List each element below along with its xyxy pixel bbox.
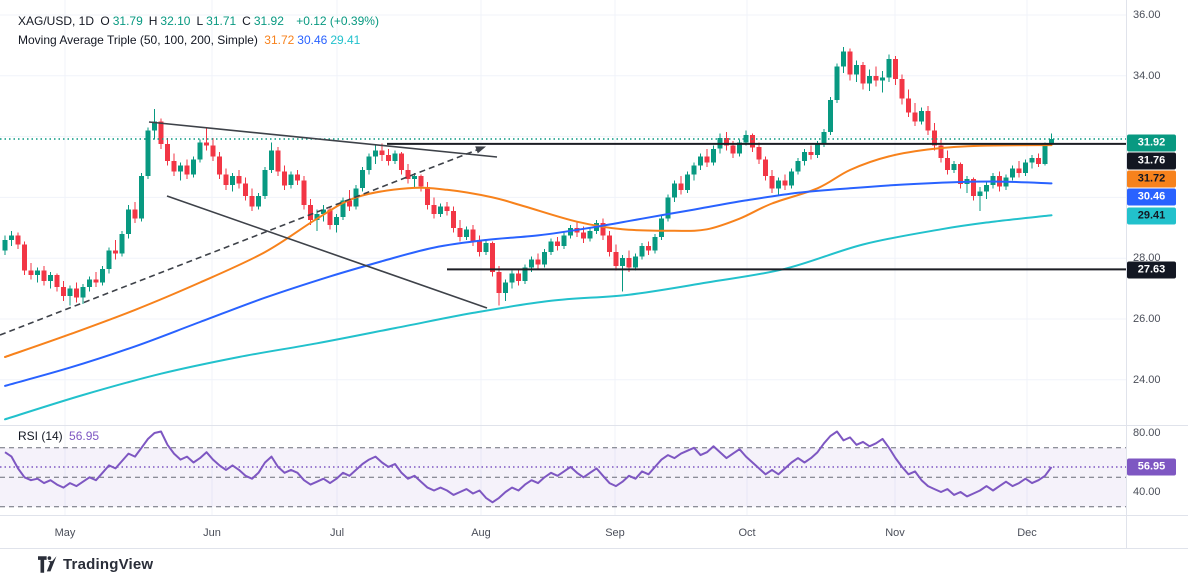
- gridlines: [0, 0, 1126, 515]
- candlesticks: [2, 46, 1054, 306]
- tradingview-logo-icon: [38, 556, 57, 573]
- bottom-border: [0, 548, 1188, 549]
- watermark-text: TradingView: [63, 556, 154, 573]
- trendline-3[interactable]: [0, 147, 483, 336]
- price-badge: 27.63: [1127, 261, 1176, 279]
- trendline-2[interactable]: [166, 195, 488, 309]
- ma-values: 31.72 30.46 29.41: [264, 33, 363, 47]
- price-badge: 31.92: [1127, 134, 1176, 152]
- trendline-1[interactable]: [148, 121, 498, 158]
- ohlc-values: O 31.79 H 32.10 L 31.71 C 31.92: [100, 14, 290, 28]
- rsi-badge: 56.95: [1127, 458, 1176, 476]
- price-tick-label: 36.00: [1133, 9, 1161, 21]
- sma-50-line[interactable]: [4, 144, 1053, 358]
- sma-100-line[interactable]: [4, 180, 1053, 387]
- month-label: Jul: [329, 527, 345, 539]
- price-badge: 31.72: [1127, 170, 1176, 188]
- rsi-line[interactable]: [4, 430, 1053, 504]
- ohlc-token: C 31.92: [242, 14, 284, 28]
- price-axis-border: [1126, 0, 1127, 548]
- month-label: May: [54, 527, 76, 539]
- price-badge: 31.76: [1127, 152, 1176, 170]
- symbol-title[interactable]: XAG/USD, 1D: [18, 14, 95, 28]
- price-tick-label: 24.00: [1133, 373, 1161, 386]
- rsi-legend-row[interactable]: RSI (14) 56.95: [18, 429, 102, 443]
- month-label: Dec: [1017, 527, 1037, 539]
- month-label: Oct: [738, 527, 756, 539]
- sma-200-line[interactable]: [4, 214, 1053, 421]
- rsi-title[interactable]: RSI (14): [18, 429, 63, 443]
- ma-value-token: 31.72: [264, 33, 295, 47]
- ohlc-token: H 32.10: [148, 14, 191, 28]
- rsi-value: 56.95: [69, 429, 100, 443]
- price-tick-label: 34.00: [1133, 69, 1161, 82]
- trendline-arrow-icon: [475, 146, 486, 154]
- month-label: Aug: [471, 527, 491, 539]
- month-label: Nov: [885, 527, 905, 539]
- ma-title[interactable]: Moving Average Triple (50, 100, 200, Sim…: [18, 33, 258, 47]
- ma-legend-row[interactable]: Moving Average Triple (50, 100, 200, Sim…: [18, 33, 366, 47]
- month-label: Sep: [605, 527, 625, 539]
- ma-value-token: 30.46: [297, 33, 328, 47]
- price-tick-label: 28.00: [1133, 252, 1161, 265]
- month-label: Jun: [203, 527, 221, 539]
- symbol-legend-row[interactable]: XAG/USD, 1D O 31.79 H 32.10 L 31.71 C 31.92 +0.…: [18, 14, 382, 28]
- price-tick-label: 26.00: [1133, 313, 1161, 325]
- change-value: +0.12 (+0.39%): [296, 14, 379, 28]
- pane-separator[interactable]: [0, 425, 1188, 426]
- tradingview-watermark[interactable]: TradingView: [38, 556, 153, 573]
- rsi-tick-label: 40.00: [1133, 486, 1161, 498]
- ohlc-token: O 31.79: [100, 14, 143, 28]
- price-badge: 29.41: [1127, 207, 1176, 225]
- ma-value-token: 29.41: [330, 33, 361, 47]
- time-axis-border: [0, 515, 1188, 516]
- rsi-tick-label: 80.00: [1133, 427, 1161, 439]
- price-badge: 30.46: [1127, 188, 1176, 206]
- ohlc-token: L 31.71: [196, 14, 237, 28]
